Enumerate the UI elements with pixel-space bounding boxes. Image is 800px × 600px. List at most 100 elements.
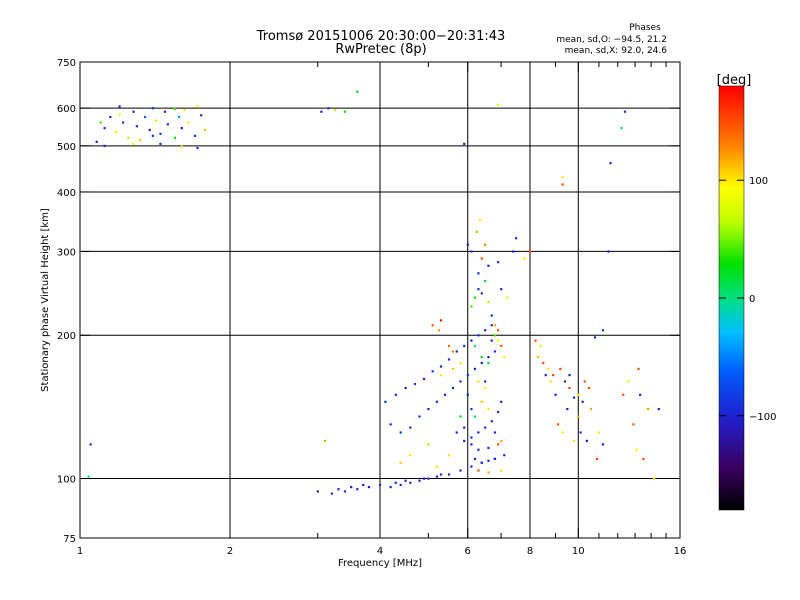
- data-point: [399, 483, 402, 487]
- data-point: [159, 142, 162, 145]
- data-point: [639, 393, 642, 396]
- data-point: [477, 334, 480, 337]
- data-point: [466, 393, 469, 396]
- data-point: [323, 439, 327, 443]
- data-point: [561, 431, 564, 434]
- data-point: [577, 415, 580, 418]
- data-point: [493, 334, 497, 337]
- data-point: [330, 492, 333, 495]
- data-point: [87, 475, 90, 478]
- data-point: [487, 356, 490, 359]
- data-point: [484, 280, 487, 283]
- grid: [80, 62, 680, 538]
- data-point: [477, 431, 480, 434]
- data-point: [480, 361, 483, 365]
- y-tick-label: 300: [57, 247, 76, 258]
- data-point: [200, 114, 203, 117]
- data-point: [487, 459, 490, 462]
- data-point: [320, 110, 323, 113]
- data-point: [547, 367, 550, 371]
- data-point: [439, 374, 443, 377]
- data-point: [642, 457, 645, 461]
- data-point: [506, 296, 509, 299]
- data-point: [103, 144, 106, 148]
- data-point: [163, 110, 167, 113]
- data-point: [316, 490, 319, 493]
- data-point: [459, 361, 462, 365]
- data-point: [595, 457, 599, 461]
- data-point: [552, 374, 555, 377]
- data-point: [556, 423, 560, 426]
- data-point: [122, 121, 125, 124]
- scatter-points: [87, 90, 660, 495]
- plot-area: 1 2 4 6 8 10 16 75 100 200 300 400 500 600 750: [57, 58, 686, 557]
- data-point: [159, 132, 162, 135]
- data-point: [627, 380, 630, 383]
- data-point: [466, 374, 469, 377]
- y-tick-label: 500: [57, 142, 76, 153]
- data-point: [515, 237, 518, 240]
- data-point: [593, 336, 597, 339]
- data-point: [490, 324, 493, 327]
- data-point: [470, 465, 473, 468]
- data-point: [477, 272, 480, 275]
- data-point: [635, 448, 638, 451]
- data-point: [579, 431, 582, 434]
- data-point: [523, 257, 526, 260]
- data-point: [463, 142, 466, 145]
- data-point: [496, 410, 500, 414]
- data-point: [653, 477, 656, 480]
- data-point: [473, 457, 477, 461]
- data-point: [620, 127, 623, 130]
- data-point: [512, 250, 515, 253]
- data-point: [597, 431, 601, 434]
- data-point: [581, 400, 584, 403]
- data-point: [439, 365, 443, 368]
- data-point: [493, 431, 497, 434]
- colorbar-tick-label: −100: [749, 412, 776, 423]
- data-point: [475, 230, 478, 233]
- data-point: [572, 396, 576, 399]
- colorbar-ticks: 100 0 −100: [719, 176, 776, 423]
- data-point: [470, 250, 473, 253]
- data-point: [389, 423, 392, 426]
- data-point: [585, 439, 588, 443]
- data-point: [367, 485, 371, 489]
- data-point: [563, 380, 567, 383]
- data-point: [490, 420, 493, 423]
- data-point: [500, 288, 503, 291]
- data-point: [484, 380, 487, 383]
- data-point: [180, 145, 183, 148]
- data-point: [173, 136, 177, 139]
- data-point: [601, 443, 605, 446]
- data-point: [431, 370, 434, 373]
- data-point: [187, 121, 190, 124]
- data-point: [334, 108, 337, 112]
- data-point: [470, 305, 473, 308]
- data-point: [337, 488, 340, 491]
- y-tick-label: 100: [57, 475, 76, 486]
- axis-ticks: 1 2 4 6 8 10 16 75 100 200 300 400 500 600 750: [57, 58, 686, 557]
- data-point: [447, 344, 451, 348]
- data-point: [103, 127, 106, 130]
- data-point: [459, 415, 462, 418]
- stats-line-x: mean, sd,X: 92.0, 24.6: [565, 46, 668, 56]
- stats-heading: Phases: [629, 23, 661, 33]
- data-point: [327, 107, 330, 110]
- data-point: [589, 407, 593, 411]
- data-point: [601, 329, 605, 332]
- data-point: [477, 469, 480, 472]
- data-point: [529, 250, 532, 253]
- data-point: [427, 443, 430, 446]
- data-point: [490, 314, 493, 317]
- data-point: [447, 454, 451, 457]
- data-point: [609, 162, 612, 165]
- data-point: [466, 243, 469, 246]
- data-point: [473, 344, 477, 348]
- data-point: [484, 426, 487, 429]
- data-point: [549, 380, 552, 383]
- data-point: [455, 350, 458, 353]
- data-point: [480, 400, 483, 403]
- data-point: [447, 473, 451, 476]
